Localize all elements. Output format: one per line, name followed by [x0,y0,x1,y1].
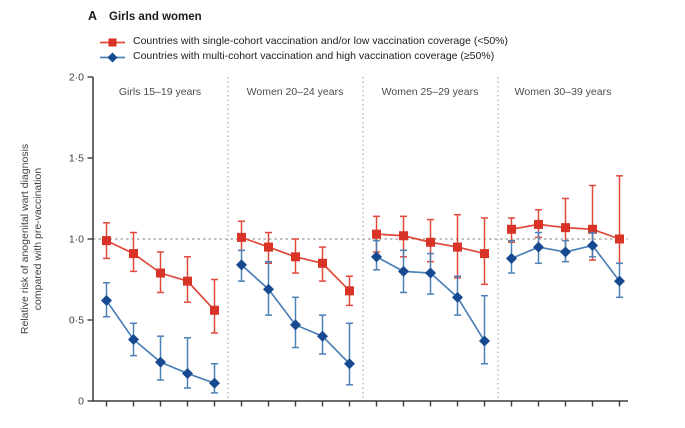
data-point-square [237,232,246,242]
y-axis-label-line2: compared with pre-vaccination [32,167,44,311]
y-axis-tick-label: 0·5 [69,315,84,327]
panel-3-series-multi_cohort_high_coverage [506,231,625,299]
panel-separators [227,77,499,401]
data-point-diamond [587,239,598,251]
data-point-square [156,268,165,278]
panel-1-series-single_cohort_low_coverage [237,220,354,307]
data-point-square [210,305,219,315]
figure-title: A Girls and women [88,7,202,25]
legend-item-single-cohort: Countries with single-cohort vaccination… [99,33,508,48]
data-point-diamond [506,252,517,264]
panel-2-series-single_cohort_low_coverage [372,213,489,286]
data-point-diamond [128,333,139,345]
data-point-diamond [236,259,247,271]
y-axis-tick-label: 1·0 [69,234,84,246]
data-point-diamond [317,330,328,342]
data-point-square [534,219,543,229]
data-point-diamond [452,291,463,303]
data-point-square [588,224,597,234]
data-point-diamond [263,283,274,295]
data-point-diamond [344,358,355,370]
legend-label-single-cohort: Countries with single-cohort vaccination… [133,34,508,47]
data-point-diamond [101,295,112,307]
figure-title-text: Girls and women [109,11,202,23]
legend-item-multi-cohort: Countries with multi-cohort vaccination … [99,48,508,63]
panel-0-series-single_cohort_low_coverage [102,222,219,334]
data-point-square [264,242,273,252]
panel-label-girls-15-19: Girls 15–19 years [118,86,202,98]
data-point-square [345,286,354,296]
y-axis-label: Relative risk of anogenital wart diagnos… [19,144,45,334]
data-point-diamond [479,335,490,347]
data-point-square [399,231,408,241]
red-square-marker-icon [99,35,126,47]
legend: Countries with single-cohort vaccination… [99,33,508,63]
figure-panel-letter: A [88,9,98,23]
data-point-square [318,258,327,268]
data-point-diamond [560,246,571,258]
square-swatch [100,38,125,47]
data-point-square [561,223,570,233]
data-point-square [291,252,300,262]
data-point-square [129,249,138,259]
blue-diamond-marker-icon [99,50,126,63]
panel-0-series-multi_cohort_high_coverage [101,281,220,394]
y-axis-tick-label: 1·5 [69,153,84,165]
y-axis-tick-label: 0 [78,396,84,408]
data-point-diamond [533,241,544,253]
data-point-square [615,234,624,244]
data-point-diamond [425,267,436,279]
panel-label-women-20-24: Women 20–24 years [246,86,344,98]
panel-1-series-multi_cohort_high_coverage [236,249,355,386]
data-point-square [372,229,381,239]
y-axis-label-line1: Relative risk of anogenital wart diagnos… [19,143,31,335]
legend-label-multi-cohort: Countries with multi-cohort vaccination … [133,49,495,62]
panel-label-women-30-39: Women 30–39 years [514,86,612,98]
panel-2-series-multi_cohort_high_coverage [371,239,490,365]
data-point-square [102,236,111,246]
data-point-square [426,237,435,247]
data-point-diamond [614,275,625,287]
data-point-diamond [290,319,301,331]
data-point-square [480,249,489,259]
data-point-diamond [398,265,409,277]
data-point-diamond [371,251,382,263]
data-point-diamond [155,356,166,368]
data-point-square [507,224,516,234]
diamond-swatch [100,52,125,63]
panel-label-women-25-29: Women 25–29 years [381,86,479,98]
data-point-diamond [182,367,193,379]
data-point-square [453,242,462,252]
data-point-square [183,276,192,286]
data-point-diamond [209,377,220,389]
y-axis-tick-label: 2·0 [69,72,84,84]
axes: 2·0 1·5 1·0 0·5 0 [69,72,628,408]
